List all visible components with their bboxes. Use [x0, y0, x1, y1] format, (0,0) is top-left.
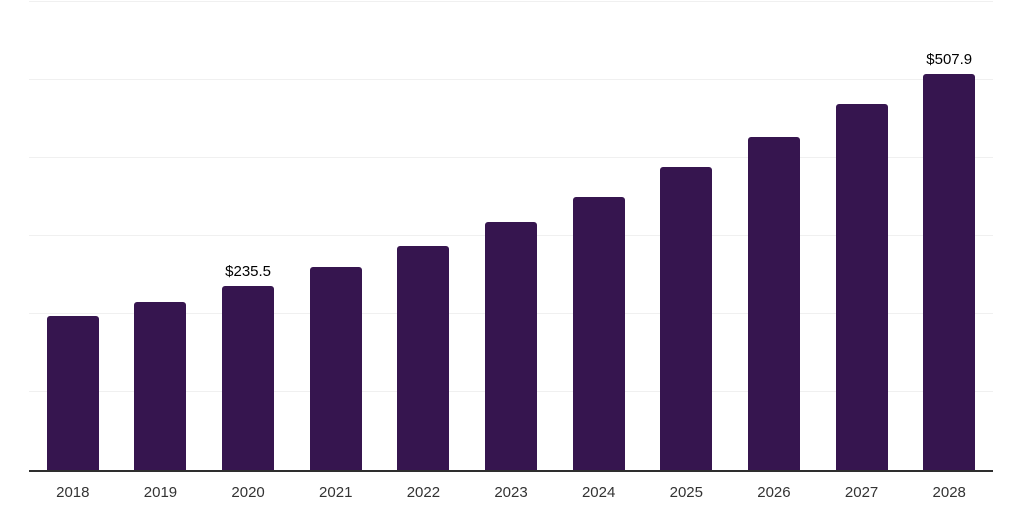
bar-slot-2025: [642, 2, 730, 470]
bar-2020: [222, 286, 275, 470]
x-axis-labels: 2018 2019 2020 2021 2022 2023 2024 2025 2026 2027…: [29, 485, 993, 500]
bar-slot-2021: [292, 2, 380, 470]
plot-area: $235.5 $507.9: [29, 1, 993, 472]
x-tick-2027: 2027: [844, 484, 879, 501]
bar-slot-2020: $235.5: [204, 2, 292, 470]
x-tick-2018: 2018: [56, 484, 90, 501]
bar-2019: [134, 302, 187, 470]
bar-2026: [747, 136, 800, 470]
bar-value-label-2020: $235.5: [225, 263, 272, 281]
gridline-400: [29, 157, 993, 158]
gridline-600: [29, 1, 993, 2]
bar-2023: [485, 221, 538, 470]
x-tick-2020: 2020: [231, 484, 265, 501]
x-tick-2021: 2021: [319, 484, 353, 501]
bar-2028: [923, 73, 976, 470]
bar-slot-2019: [117, 2, 205, 470]
bar-slot-2026: [730, 2, 818, 470]
x-tick-2026: 2026: [757, 484, 791, 501]
bar-2027: [835, 104, 888, 470]
bar-slot-2028: $507.9: [905, 2, 993, 470]
bar-slot-2023: [467, 2, 555, 470]
x-tick-2023: 2023: [494, 484, 528, 501]
x-tick-2019: 2019: [143, 484, 178, 501]
bar-slot-2024: [555, 2, 643, 470]
gridline-500: [29, 79, 993, 80]
bar-2021: [309, 267, 362, 470]
bar-slot-2022: [380, 2, 468, 470]
bar-value-label-2028: $507.9: [926, 50, 973, 68]
bar-2022: [397, 246, 450, 470]
x-tick-2024: 2024: [581, 484, 616, 501]
bar-2024: [572, 197, 625, 470]
bar-slot-2027: [818, 2, 906, 470]
bar-2018: [46, 315, 99, 470]
x-tick-2025: 2025: [669, 484, 703, 501]
x-tick-2028: 2028: [932, 484, 966, 501]
bars-layer: $235.5 $507.9: [29, 2, 993, 470]
x-tick-2022: 2022: [406, 484, 441, 501]
bar-slot-2018: [29, 2, 117, 470]
bar-2025: [660, 166, 713, 470]
